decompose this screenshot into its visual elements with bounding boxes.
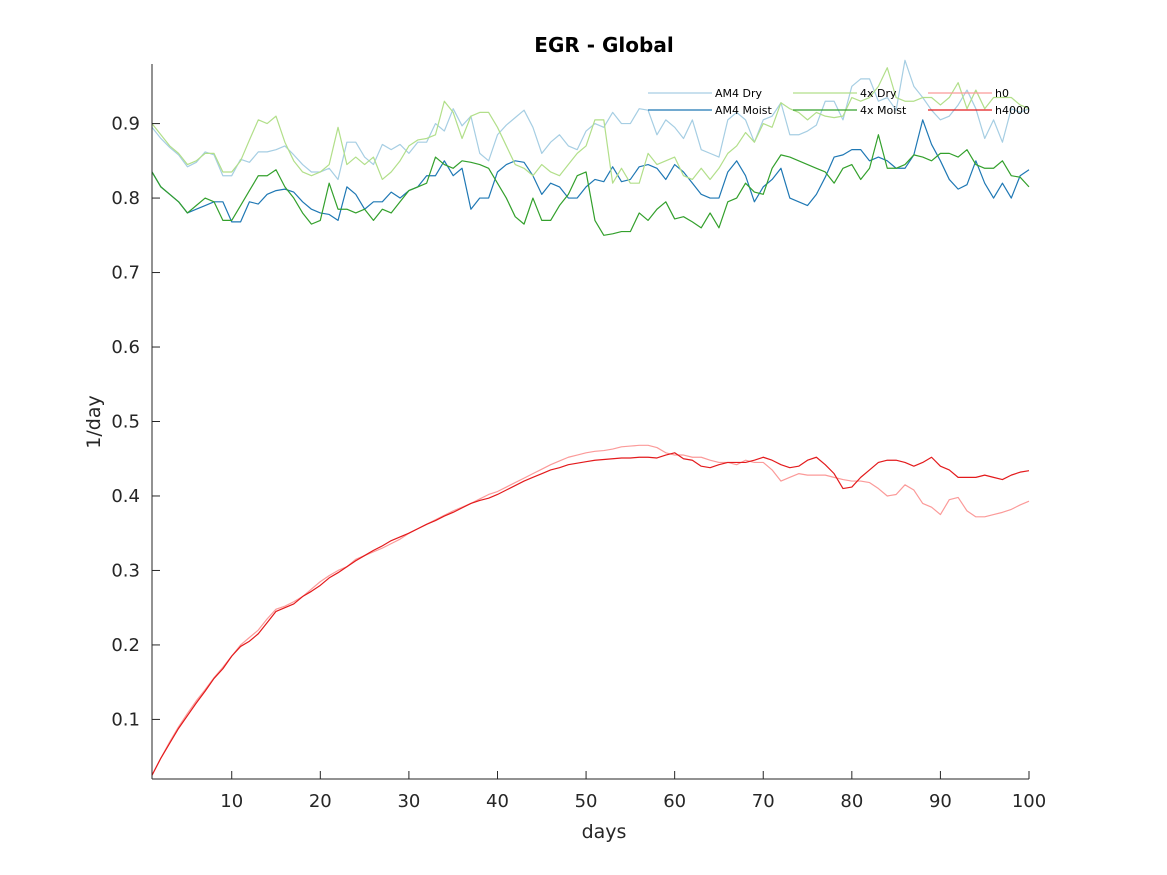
legend-label: AM4 Dry — [715, 87, 763, 100]
x-tick-label: 40 — [486, 791, 509, 812]
legend-label: 4x Dry — [860, 87, 897, 100]
series-layer — [151, 59, 1030, 776]
x-axis-label: days — [582, 821, 627, 843]
y-tick-label: 0.3 — [111, 560, 140, 581]
chart-title: EGR - Global — [534, 33, 673, 57]
series-line-4x-dry — [151, 67, 1030, 184]
x-tick-label: 100 — [1012, 791, 1046, 812]
axes-layer: 10 20 30 40 50 60 70 80 90 100 0.1 0.2 0.3 0.4 0.5 0.6 0… — [111, 64, 1046, 812]
legend-label: AM4 Moist — [715, 104, 773, 117]
x-tick-label: 90 — [929, 791, 952, 812]
legend: AM4 Dry AM4 Moist 4x Dry 4x Moist h0 h4000 — [648, 87, 1030, 117]
series-line-4x-moist — [151, 134, 1030, 236]
series-line-am4-moist — [151, 119, 1030, 223]
y-tick-label: 0.4 — [111, 486, 140, 507]
y-tick-label: 0.6 — [111, 337, 140, 358]
y-axis-label: 1/day — [83, 395, 105, 448]
x-tick-label: 80 — [840, 791, 863, 812]
series-line-h0 — [151, 444, 1030, 776]
series-line-h4000 — [151, 452, 1030, 776]
x-tick-label: 70 — [752, 791, 775, 812]
x-tick-label: 50 — [575, 791, 598, 812]
legend-label: h4000 — [995, 104, 1030, 117]
x-tick-label: 10 — [220, 791, 243, 812]
series-line-am4-dry — [151, 59, 1030, 181]
y-tick-label: 0.1 — [111, 709, 140, 730]
legend-label: h0 — [995, 87, 1009, 100]
x-tick-label: 20 — [309, 791, 332, 812]
x-tick-label: 60 — [663, 791, 686, 812]
y-tick-label: 0.7 — [111, 263, 140, 284]
x-tick-label: 30 — [397, 791, 420, 812]
y-tick-label: 0.5 — [111, 412, 140, 433]
y-tick-label: 0.2 — [111, 635, 140, 656]
legend-label: 4x Moist — [860, 104, 907, 117]
y-tick-label: 0.9 — [111, 114, 140, 135]
y-tick-label: 0.8 — [111, 188, 140, 209]
